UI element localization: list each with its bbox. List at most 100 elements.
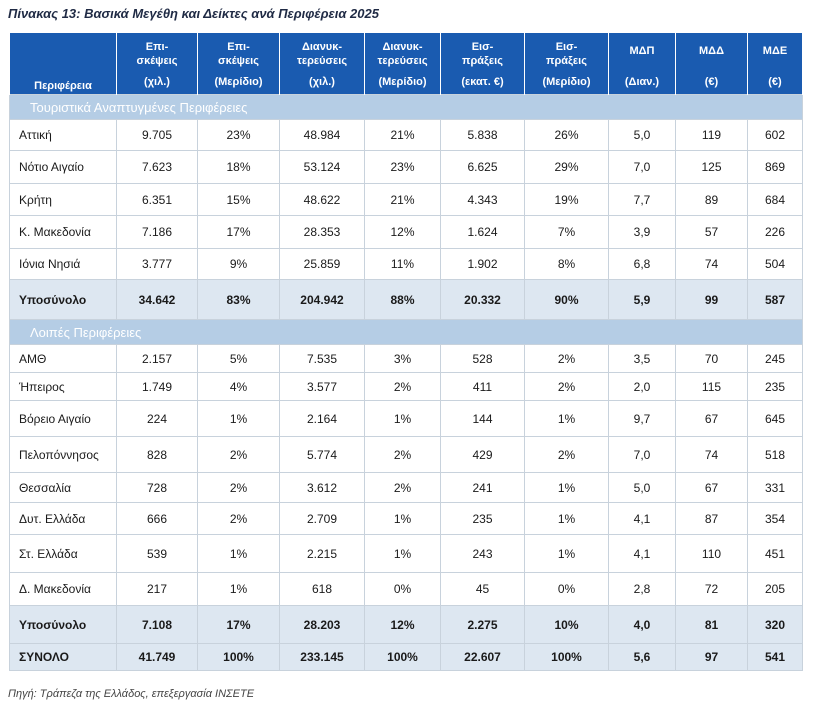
header-unit: (Διαν.)	[608, 69, 676, 95]
value-cell: 728	[116, 472, 198, 503]
value-cell: 7.535	[279, 344, 365, 373]
value-cell: 90%	[524, 279, 609, 320]
value-cell: 29%	[524, 150, 609, 184]
value-cell: 45	[440, 572, 525, 606]
value-cell: 100%	[524, 643, 609, 671]
header-avg-trip-spend: ΜΔΕ	[747, 33, 803, 69]
value-cell: 6,8	[608, 248, 676, 280]
value-cell: 5.774	[279, 436, 365, 473]
value-cell: 4,0	[608, 605, 676, 644]
value-cell: 3%	[364, 344, 441, 373]
value-cell: 2.215	[279, 534, 365, 573]
value-cell: 2.709	[279, 502, 365, 535]
value-cell: 125	[675, 150, 748, 184]
table-row: Ήπειρος 1.749 4% 3.577 2% 411 2% 2,0 115 235	[9, 372, 803, 401]
value-cell: 5,0	[608, 472, 676, 503]
value-cell: 100%	[364, 643, 441, 671]
value-cell: 2%	[524, 372, 609, 401]
value-cell: 72	[675, 572, 748, 606]
region-name-cell: Κρήτη	[9, 183, 117, 216]
value-cell: 204.942	[279, 279, 365, 320]
value-cell: 3.612	[279, 472, 365, 503]
value-cell: 528	[440, 344, 525, 373]
value-cell: 26%	[524, 119, 609, 151]
table-body: Τουριστικά Αναπτυγμένες Περιφέρειες Αττικ…	[9, 94, 803, 671]
value-cell: 1%	[524, 502, 609, 535]
region-name-cell: Ήπειρος	[9, 372, 117, 401]
value-cell: 87	[675, 502, 748, 535]
table-header: Περιφέρεια Επι-σκέψεις Επι-σκέψεις Διανυ…	[9, 33, 803, 95]
value-cell: 57	[675, 215, 748, 249]
value-cell: 541	[747, 643, 803, 671]
region-name-cell: Υποσύνολο	[9, 279, 117, 320]
value-cell: 3,5	[608, 344, 676, 373]
value-cell: 99	[675, 279, 748, 320]
value-cell: 9,7	[608, 400, 676, 437]
region-name-cell: ΣΥΝΟΛΟ	[9, 643, 117, 671]
value-cell: 331	[747, 472, 803, 503]
value-cell: 144	[440, 400, 525, 437]
value-cell: 119	[675, 119, 748, 151]
value-cell: 89	[675, 183, 748, 216]
table-row: ΑΜΘ 2.157 5% 7.535 3% 528 2% 3,5 70 245	[9, 344, 803, 373]
value-cell: 17%	[197, 215, 280, 249]
value-cell: 70	[675, 344, 748, 373]
total-row: ΣΥΝΟΛΟ 41.749 100% 233.145 100% 22.607 100% 5,6…	[9, 643, 803, 671]
value-cell: 429	[440, 436, 525, 473]
table-row: Στ. Ελλάδα 539 1% 2.215 1% 243 1% 4,1 110 451	[9, 534, 803, 573]
header-region: Περιφέρεια	[9, 33, 117, 95]
section-header-row: Τουριστικά Αναπτυγμένες Περιφέρειες	[9, 94, 803, 120]
value-cell: 6.351	[116, 183, 198, 216]
value-cell: 1.624	[440, 215, 525, 249]
value-cell: 48.622	[279, 183, 365, 216]
value-cell: 1%	[197, 572, 280, 606]
value-cell: 23%	[364, 150, 441, 184]
region-name-cell: Δ. Μακεδονία	[9, 572, 117, 606]
value-cell: 1%	[364, 534, 441, 573]
value-cell: 1.749	[116, 372, 198, 401]
value-cell: 4.343	[440, 183, 525, 216]
value-cell: 83%	[197, 279, 280, 320]
subtotal-row: Υποσύνολο 34.642 83% 204.942 88% 20.332 90% 5,9…	[9, 279, 803, 320]
value-cell: 25.859	[279, 248, 365, 280]
value-cell: 17%	[197, 605, 280, 644]
region-name-cell: Δυτ. Ελλάδα	[9, 502, 117, 535]
section-label: Τουριστικά Αναπτυγμένες Περιφέρειες	[9, 94, 803, 120]
region-name-cell: Υποσύνολο	[9, 605, 117, 644]
regional-indicators-table: Περιφέρεια Επι-σκέψεις Επι-σκέψεις Διανυ…	[9, 33, 803, 671]
value-cell: 245	[747, 344, 803, 373]
table-row: Δυτ. Ελλάδα 666 2% 2.709 1% 235 1% 4,1 87 354	[9, 502, 803, 535]
value-cell: 4%	[197, 372, 280, 401]
table-row: Νότιο Αιγαίο 7.623 18% 53.124 23% 6.625 29% 7,0…	[9, 150, 803, 184]
value-cell: 6.625	[440, 150, 525, 184]
value-cell: 2%	[197, 472, 280, 503]
header-nights-share: Διανυκ-τερεύσεις	[364, 33, 441, 69]
value-cell: 2%	[364, 472, 441, 503]
value-cell: 7.108	[116, 605, 198, 644]
value-cell: 7.186	[116, 215, 198, 249]
region-name-cell: Αττική	[9, 119, 117, 151]
value-cell: 243	[440, 534, 525, 573]
value-cell: 618	[279, 572, 365, 606]
value-cell: 2,8	[608, 572, 676, 606]
table-row: Βόρειο Αιγαίο 224 1% 2.164 1% 144 1% 9,7 67 645	[9, 400, 803, 437]
value-cell: 19%	[524, 183, 609, 216]
value-cell: 1%	[364, 502, 441, 535]
header-visits-share: Επι-σκέψεις	[197, 33, 280, 69]
value-cell: 7%	[524, 215, 609, 249]
value-cell: 587	[747, 279, 803, 320]
value-cell: 5%	[197, 344, 280, 373]
value-cell: 1%	[524, 472, 609, 503]
table-row: Πελοπόννησος 828 2% 5.774 2% 429 2% 7,0 74 518	[9, 436, 803, 473]
value-cell: 226	[747, 215, 803, 249]
value-cell: 20.332	[440, 279, 525, 320]
value-cell: 97	[675, 643, 748, 671]
value-cell: 74	[675, 248, 748, 280]
value-cell: 5,0	[608, 119, 676, 151]
header-unit: (Μερίδιο)	[364, 69, 441, 95]
table-row: Αττική 9.705 23% 48.984 21% 5.838 26% 5,0 119 602	[9, 119, 803, 151]
value-cell: 1%	[364, 400, 441, 437]
data-table-wrapper: Περιφέρεια Επι-σκέψεις Επι-σκέψεις Διανυ…	[9, 33, 803, 671]
region-name-cell: ΑΜΘ	[9, 344, 117, 373]
value-cell: 110	[675, 534, 748, 573]
